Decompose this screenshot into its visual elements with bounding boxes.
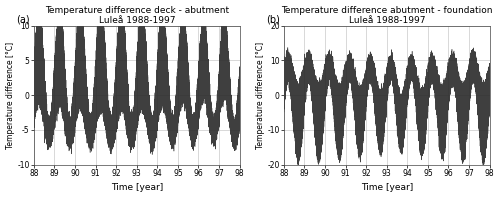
Title: Temperature difference abutment - foundation
Luleå 1988-1997: Temperature difference abutment - founda… <box>281 6 492 25</box>
Text: (b): (b) <box>266 15 280 25</box>
X-axis label: Time [year]: Time [year] <box>110 183 163 192</box>
Text: (a): (a) <box>16 15 30 25</box>
Title: Temperature difference deck - abutment
Luleå 1988-1997: Temperature difference deck - abutment L… <box>44 6 229 25</box>
Y-axis label: Temperature difference [°C]: Temperature difference [°C] <box>6 42 15 149</box>
Y-axis label: Temperature difference [°C]: Temperature difference [°C] <box>256 42 264 149</box>
X-axis label: Time [year]: Time [year] <box>360 183 413 192</box>
